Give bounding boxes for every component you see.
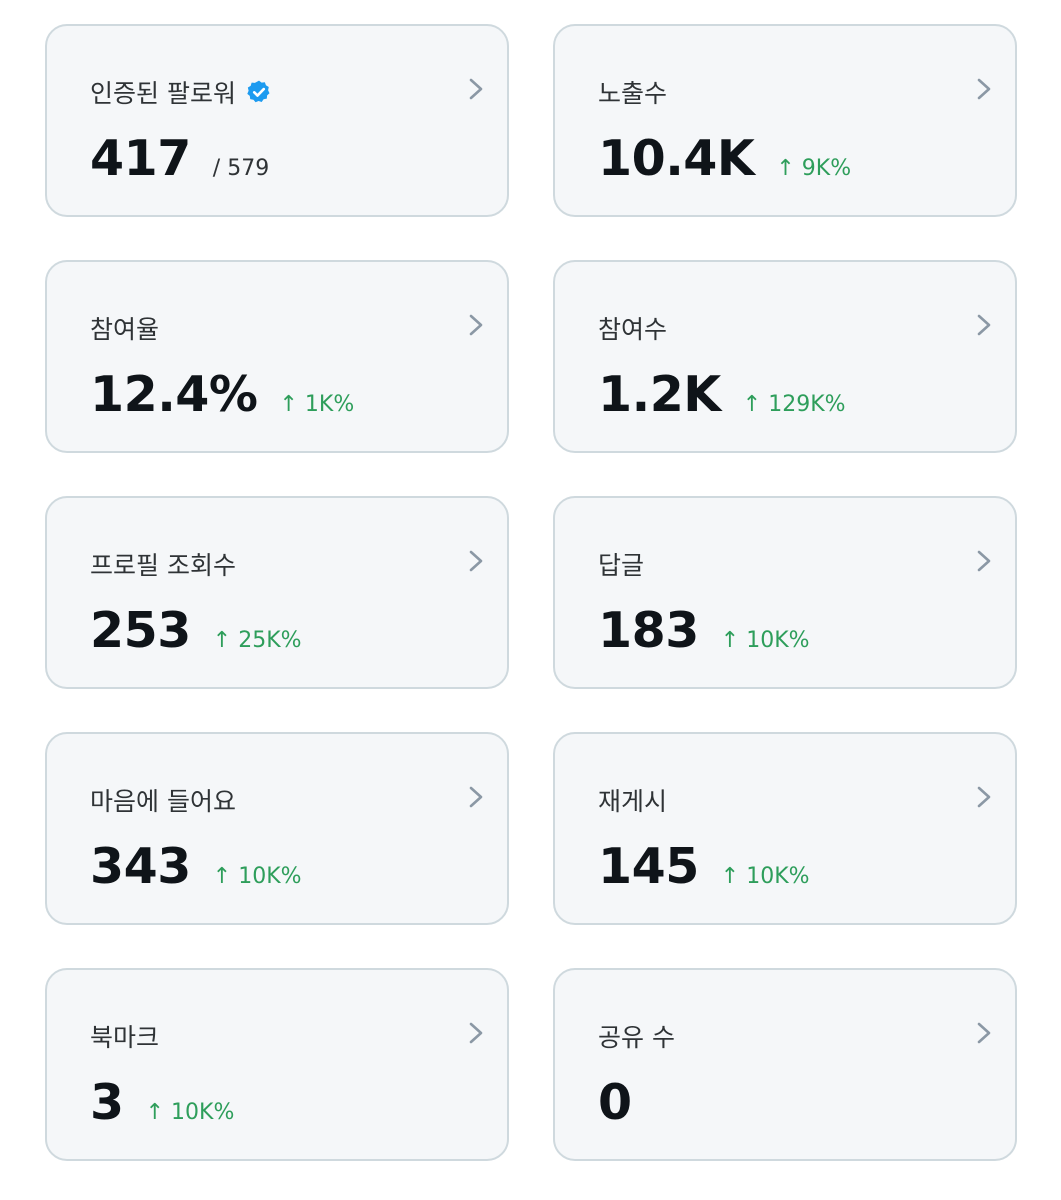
metric-value: 0 (598, 1074, 632, 1131)
metric-change: ↑ 1K% (279, 392, 355, 417)
card-title-row: 재게시 (598, 782, 667, 818)
chevron-right-icon (469, 786, 483, 808)
chevron-right-icon (977, 1022, 991, 1044)
metric-change: ↑ 25K% (212, 628, 302, 653)
card-profile-visits[interactable]: 프로필 조회수 253 ↑ 25K% (45, 496, 509, 689)
chevron-right-icon (977, 550, 991, 572)
card-impressions[interactable]: 노출수 10.4K ↑ 9K% (553, 24, 1017, 217)
card-title: 마음에 들어요 (90, 787, 236, 816)
value-row: 183 ↑ 10K% (598, 606, 810, 655)
metric-value: 145 (598, 838, 699, 895)
value-row: 253 ↑ 25K% (90, 606, 302, 655)
value-row: 1.2K ↑ 129K% (598, 370, 846, 419)
card-title: 답글 (598, 551, 645, 580)
metrics-grid: 인증된 팔로워 417 / 579 노출수 10.4K ↑ 9K% 참여율 (45, 24, 1017, 1161)
chevron-right-icon (977, 786, 991, 808)
metric-value: 12.4% (90, 366, 258, 423)
card-shares[interactable]: 공유 수 0 (553, 968, 1017, 1161)
card-title-row: 공유 수 (598, 1018, 675, 1054)
metric-change: ↑ 10K% (720, 864, 810, 889)
card-title-row: 프로필 조회수 (90, 546, 236, 582)
card-title: 인증된 팔로워 (90, 79, 236, 108)
metric-value: 3 (90, 1074, 124, 1131)
card-title: 참여수 (598, 315, 668, 344)
metric-value: 343 (90, 838, 191, 895)
card-title-row: 노출수 (598, 74, 667, 110)
card-verified-followers[interactable]: 인증된 팔로워 417 / 579 (45, 24, 509, 217)
card-title: 프로필 조회수 (90, 551, 236, 580)
metric-value: 183 (598, 602, 699, 659)
card-engagements[interactable]: 참여수 1.2K ↑ 129K% (553, 260, 1017, 453)
chevron-right-icon (469, 314, 483, 336)
value-row: 343 ↑ 10K% (90, 842, 302, 891)
value-row: 12.4% ↑ 1K% (90, 370, 354, 419)
card-bookmarks[interactable]: 북마크 3 ↑ 10K% (45, 968, 509, 1161)
chevron-right-icon (977, 78, 991, 100)
card-title: 북마크 (90, 1023, 160, 1052)
metric-value: 10.4K (598, 130, 755, 187)
metric-value: 253 (90, 602, 191, 659)
value-row: 3 ↑ 10K% (90, 1078, 234, 1127)
card-replies[interactable]: 답글 183 ↑ 10K% (553, 496, 1017, 689)
card-title: 공유 수 (598, 1023, 675, 1052)
card-title: 노출수 (598, 79, 668, 108)
chevron-right-icon (977, 314, 991, 336)
value-row: 417 / 579 (90, 134, 269, 183)
metric-change: ↑ 10K% (212, 864, 302, 889)
value-row: 145 ↑ 10K% (598, 842, 810, 891)
chevron-right-icon (469, 1022, 483, 1044)
card-title-row: 북마크 (90, 1018, 159, 1054)
card-title-row: 답글 (598, 546, 644, 582)
metric-change: ↑ 9K% (776, 156, 852, 181)
metric-change: ↑ 129K% (742, 392, 846, 417)
value-row: 10.4K ↑ 9K% (598, 134, 851, 183)
metric-change: ↑ 10K% (145, 1100, 235, 1125)
card-title-row: 인증된 팔로워 (90, 74, 272, 110)
card-reposts[interactable]: 재게시 145 ↑ 10K% (553, 732, 1017, 925)
card-title-row: 참여율 (90, 310, 159, 346)
card-title-row: 마음에 들어요 (90, 782, 236, 818)
metric-value: 1.2K (598, 366, 721, 423)
card-title: 재게시 (598, 787, 668, 816)
metric-change: ↑ 10K% (720, 628, 810, 653)
value-row: 0 (598, 1078, 632, 1127)
card-likes[interactable]: 마음에 들어요 343 ↑ 10K% (45, 732, 509, 925)
metric-value: 417 (90, 130, 191, 187)
card-title: 참여율 (90, 315, 160, 344)
metric-total: / 579 (212, 156, 270, 181)
verified-badge-icon (247, 80, 270, 103)
card-title-row: 참여수 (598, 310, 667, 346)
chevron-right-icon (469, 550, 483, 572)
chevron-right-icon (469, 78, 483, 100)
card-engagement-rate[interactable]: 참여율 12.4% ↑ 1K% (45, 260, 509, 453)
